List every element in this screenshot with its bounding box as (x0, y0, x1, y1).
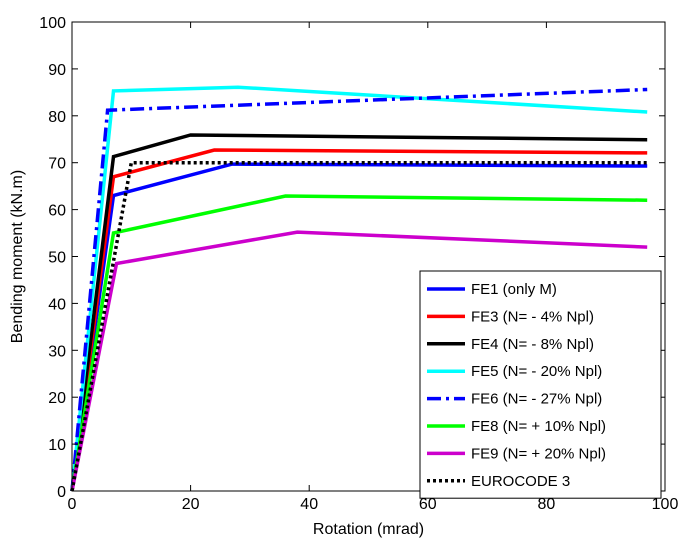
legend-label-2: FE3 (N= - 4% Npl) (471, 308, 594, 325)
x-tick-label: 80 (538, 496, 556, 513)
legend-label-5: FE6 (N= - 27% Npl) (471, 391, 602, 408)
y-tick-label: 60 (48, 203, 66, 220)
y-tick-label: 30 (48, 343, 66, 360)
y-tick-label: 80 (48, 109, 66, 126)
series-line-4 (70, 85, 648, 492)
y-tick-label: 20 (48, 390, 66, 407)
y-tick-label: 40 (48, 296, 66, 313)
x-tick-label: 100 (652, 496, 679, 513)
y-tick-label: 90 (48, 62, 66, 79)
x-axis-label: Rotation (mrad) (313, 521, 424, 538)
legend-label-8: EUROCODE 3 (471, 473, 570, 490)
legend-box (419, 270, 662, 499)
y-tick-label: 0 (57, 484, 66, 501)
series-line-5 (70, 87, 648, 492)
y-tick-label: 70 (48, 156, 66, 173)
series-line-6 (70, 194, 648, 492)
x-tick-label: 0 (68, 496, 77, 513)
x-tick-label: 40 (300, 496, 318, 513)
plot-area (70, 85, 648, 492)
x-tick-label: 60 (419, 496, 437, 513)
legend-label-3: FE4 (N= - 8% Npl) (471, 336, 594, 353)
legend: FE1 (only M) FE3 (N= - 4% Npl) FE4 (N= - 8… (419, 270, 662, 499)
y-axis-label: Bending moment (kN.m) (9, 170, 26, 343)
series-line-3 (70, 133, 648, 492)
legend-label-4: FE5 (N= - 20% Npl) (471, 363, 602, 380)
y-tick-label: 100 (39, 15, 66, 32)
y-tick-label: 50 (48, 250, 66, 267)
y-tick-label: 10 (48, 437, 66, 454)
legend-label-7: FE9 (N= + 20% Npl) (471, 445, 606, 462)
legend-label-6: FE8 (N= + 10% Npl) (471, 418, 606, 435)
x-tick-label: 20 (182, 496, 200, 513)
legend-label-1: FE1 (only M) (471, 281, 557, 298)
axes: 0 20 40 60 80 100 0 10 20 30 40 50 60 70 80 90 100 (39, 15, 678, 513)
